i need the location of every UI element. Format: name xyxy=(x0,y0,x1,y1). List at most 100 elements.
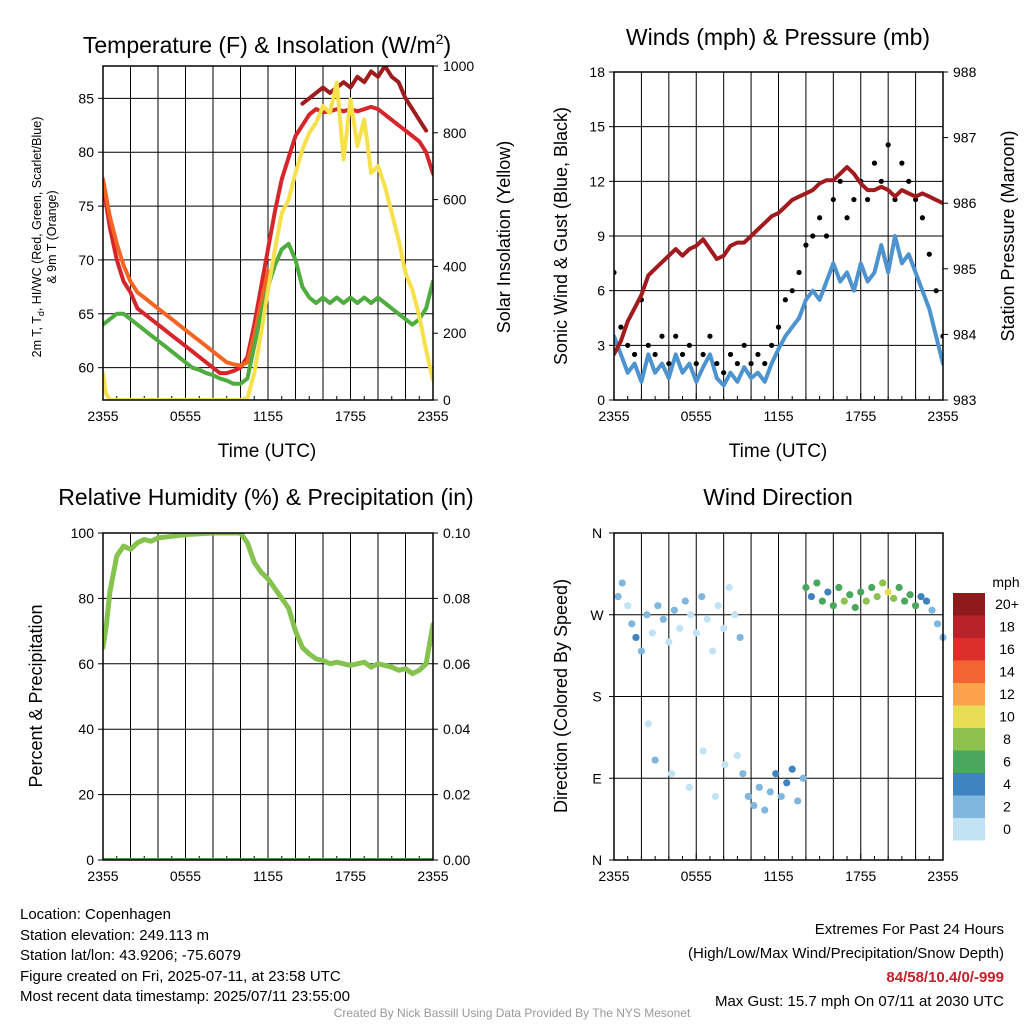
direction-point xyxy=(654,602,662,610)
station-elevation: Station elevation: 249.113 m xyxy=(20,926,210,944)
winds-y2-tick-label: 988 xyxy=(953,64,977,80)
direction-point xyxy=(777,792,785,801)
winds-series-1-point xyxy=(885,142,891,148)
winds-series-1-point xyxy=(707,333,713,339)
direction-point xyxy=(868,583,876,592)
direction-point xyxy=(714,602,722,610)
colorbar-swatch xyxy=(953,773,985,796)
direction-point xyxy=(802,583,810,592)
direction-panel-title: Wind Direction xyxy=(703,484,853,510)
direction-point xyxy=(687,611,695,619)
direction-point xyxy=(862,597,870,605)
direction-point xyxy=(890,594,898,603)
winds-x-tick-label: 2355 xyxy=(598,408,629,424)
winds-y2-tick-label: 983 xyxy=(953,392,977,408)
extremes-title: Extremes For Past 24 Hours xyxy=(814,921,1004,938)
direction-point xyxy=(884,588,892,596)
winds-y-tick-label: 0 xyxy=(597,392,605,408)
winds-series-1-point xyxy=(782,297,788,303)
humidity-x-tick-label: 2355 xyxy=(417,868,448,884)
temperature-y-tick-label: 65 xyxy=(78,306,94,322)
temperature-y2-tick-label: 0 xyxy=(443,392,451,408)
winds-series-1-point xyxy=(871,160,878,166)
direction-point xyxy=(794,797,802,805)
figure-created: Figure created on Fri, 2025-07-11, at 23… xyxy=(20,967,341,985)
temperature-series-1-line xyxy=(103,177,270,368)
winds-panel-title: Winds (mph) & Pressure (mb) xyxy=(626,24,930,50)
winds-series-1-point xyxy=(679,351,686,358)
direction-point xyxy=(835,583,843,592)
direction-x-tick-label: 2355 xyxy=(598,868,629,884)
winds-series-1-point xyxy=(741,342,747,348)
temperature-y-tick-label: 85 xyxy=(78,90,94,106)
direction-point xyxy=(846,591,854,599)
colorbar-label: 4 xyxy=(1003,776,1011,792)
speed-colorbar: 20+ 18 16 14 12 10 8 6 4 2 0 xyxy=(953,593,1019,841)
direction-point xyxy=(703,615,711,623)
humidity-y-tick-label: 20 xyxy=(78,787,94,803)
winds-series-1-point xyxy=(775,324,782,330)
credit-line: Created By Nick Bassill Using Data Provi… xyxy=(333,1006,691,1020)
winds-series-1-point xyxy=(755,351,761,358)
colorbar-label: 10 xyxy=(999,709,1015,725)
direction-point xyxy=(788,765,796,773)
humidity-x-tick-label: 1755 xyxy=(335,868,366,884)
winds-series-1-point xyxy=(823,233,830,239)
winds-series-1-point xyxy=(652,351,658,358)
direction-point xyxy=(857,588,865,596)
colorbar-label: 12 xyxy=(999,686,1015,702)
colorbar-label: 0 xyxy=(1003,821,1011,837)
humidity-border xyxy=(102,532,434,861)
temperature-axes: 2355 0555 1155 1755 2355 60 65 70 75 80 85 0 200 400 6… xyxy=(78,58,474,424)
winds-x-tick-label: 2355 xyxy=(927,408,958,424)
winds-border xyxy=(613,71,944,401)
winds-series-1-point xyxy=(933,288,939,294)
humidity-y2-tick-label: 0.10 xyxy=(443,525,470,541)
winds-ylabel-right: Station Pressure (Maroon) xyxy=(998,130,1018,341)
humidity-y-tick-label: 40 xyxy=(78,721,94,737)
direction-x-tick-label: 1155 xyxy=(763,868,793,884)
humidity-ylabel-left: Percent & Precipitation xyxy=(26,604,46,787)
direction-point xyxy=(659,615,667,623)
temperature-y2-tick-label: 600 xyxy=(443,192,467,208)
direction-point xyxy=(699,747,707,755)
direction-y-tick-label: E xyxy=(592,770,601,786)
colorbar-swatch xyxy=(953,593,985,616)
winds-y-tick-label: 18 xyxy=(589,64,605,80)
direction-point xyxy=(720,624,728,632)
direction-point xyxy=(733,751,741,760)
direction-point xyxy=(698,592,706,601)
winds-series-1-point xyxy=(796,269,802,276)
winds-y-tick-label: 6 xyxy=(597,283,605,299)
recent-timestamp: Most recent data timestamp: 2025/07/11 2… xyxy=(20,988,350,1005)
winds-series-1-point xyxy=(734,360,740,367)
humidity-y-tick-label: 80 xyxy=(78,590,94,606)
direction-point xyxy=(618,579,626,587)
winds-series-1-point xyxy=(906,178,912,184)
humidity-x-tick-label: 2355 xyxy=(87,868,118,884)
colorbar-label: 6 xyxy=(1003,754,1011,770)
winds-series-1-point xyxy=(926,251,932,257)
direction-point xyxy=(721,761,729,769)
station-location: Location: Copenhagen xyxy=(20,906,171,923)
winds-series-1-point xyxy=(844,215,850,221)
winds-series-1-point xyxy=(727,351,734,358)
temperature-y-tick-label: 60 xyxy=(78,360,94,376)
winds-series-1-point xyxy=(700,351,706,358)
colorbar-label: 16 xyxy=(999,641,1015,657)
direction-point xyxy=(643,611,651,619)
colorbar-label: 20+ xyxy=(995,596,1019,612)
direction-point xyxy=(906,591,914,599)
direction-y-tick-label: W xyxy=(590,607,604,623)
temperature-x-tick-label: 1155 xyxy=(253,408,283,424)
winds-series-1-point xyxy=(666,360,672,367)
winds-series-1-point xyxy=(762,360,768,367)
direction-point xyxy=(628,620,636,628)
colorbar-label: 18 xyxy=(999,619,1015,635)
direction-point xyxy=(676,624,684,632)
winds-axes: 2355 0555 1155 1755 235503691215189839849859… xyxy=(589,64,976,424)
winds-series-2-line xyxy=(614,165,943,357)
temperature-xlabel: Time (UTC) xyxy=(218,441,317,462)
humidity-y-tick-label: 100 xyxy=(71,525,95,541)
winds-series-1-point xyxy=(892,196,898,203)
